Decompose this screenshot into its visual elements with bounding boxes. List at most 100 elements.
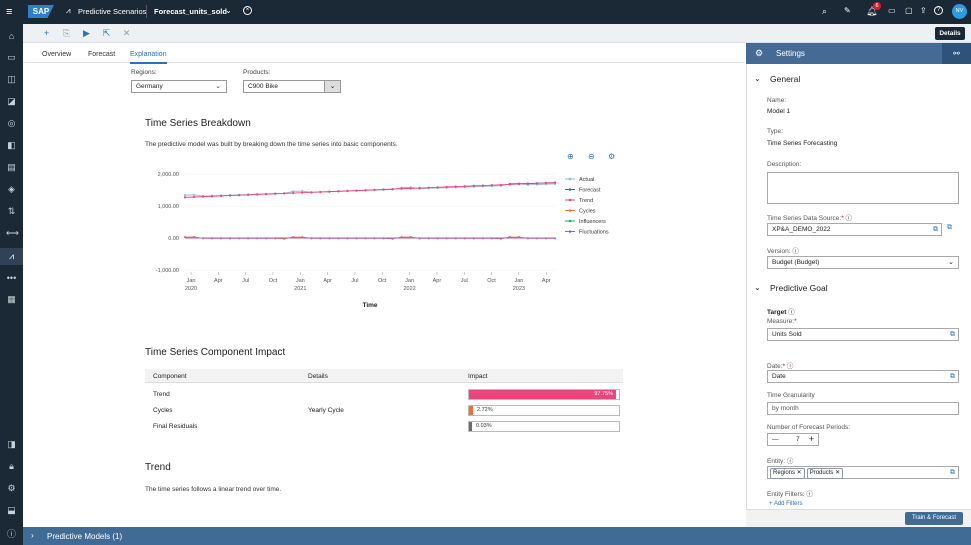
periods-stepper[interactable]: — 7 +	[767, 433, 819, 446]
document-title[interactable]: Forecast_units_sold	[154, 7, 227, 16]
transport-icon[interactable]: ◨	[7, 439, 16, 449]
date-field[interactable]: Date ⧉	[767, 370, 959, 383]
details-button[interactable]: Details	[935, 27, 965, 40]
zoom-in-icon[interactable]: ⊕	[567, 152, 574, 161]
legend-marker	[568, 209, 572, 212]
breakdown-title: Time Series Breakdown	[145, 118, 251, 129]
collapse-general-icon[interactable]: ⌄	[754, 74, 761, 83]
chevron-down-icon[interactable]: ⌄	[225, 6, 232, 15]
delete-icon[interactable]: ✕	[122, 28, 131, 38]
files-icon[interactable]: ▭	[7, 52, 16, 62]
sap-logo[interactable]: SAP	[28, 5, 54, 18]
impact-bar: 2.72%	[468, 405, 620, 416]
tab-forecast[interactable]: Forecast	[88, 51, 116, 58]
data-point	[508, 183, 511, 186]
entity-token-products[interactable]: Products ✕	[806, 468, 844, 479]
home-icon[interactable]: ⌂	[8, 31, 15, 41]
entity-filters-label-text: Entity Filters:	[767, 491, 805, 498]
select-icon[interactable]: ⧉	[950, 331, 955, 338]
regions-select[interactable]: Germany ⌄	[131, 80, 227, 93]
granularity-field: by month	[767, 402, 959, 415]
info-icon[interactable]: ⓘ	[806, 491, 813, 498]
security-icon[interactable]: 🔒︎	[9, 461, 14, 471]
connections-icon[interactable]: ⟷	[6, 228, 19, 238]
select-icon[interactable]: ⧉	[950, 373, 955, 380]
menu-icon[interactable]: ≡	[6, 6, 13, 18]
zoom-out-icon[interactable]: ⊖	[588, 152, 595, 161]
chart-settings-icon[interactable]: ⚙	[608, 152, 616, 161]
app-title[interactable]: Predictive Scenarios	[78, 7, 147, 16]
impact-value: 97.75%	[594, 391, 613, 397]
plus-icon[interactable]: +	[809, 434, 815, 444]
info-icon[interactable]: ⓘ	[786, 458, 794, 465]
feedback-icon[interactable]: ▢	[905, 6, 913, 15]
entity-field[interactable]: Regions ✕ Products ✕ ⧉	[767, 466, 959, 479]
tab-overview[interactable]: Overview	[42, 51, 72, 58]
legend-marker	[568, 188, 572, 191]
run-icon[interactable]: ▶	[83, 28, 90, 38]
products-select[interactable]: C900 Bike ⌄	[243, 80, 341, 93]
info-icon[interactable]: ⓘ	[6, 529, 16, 539]
legend-marker	[568, 219, 572, 223]
open-icon[interactable]: ⧉	[933, 226, 938, 233]
analytic-app-icon[interactable]: ◪	[7, 96, 16, 106]
info-icon[interactable]: ⓘ	[786, 363, 794, 370]
close-icon[interactable]: ×	[243, 6, 252, 15]
gear-icon: ⚙	[755, 48, 764, 58]
chevron-right-icon[interactable]: ›	[31, 531, 34, 540]
train-forecast-button[interactable]: Train & Forecast	[905, 512, 963, 525]
description-textarea[interactable]	[767, 172, 959, 204]
avatar[interactable]: NV	[952, 4, 967, 19]
export-icon[interactable]: ⇱	[102, 28, 111, 38]
datasource-field[interactable]: XP&A_DEMO_2022 ⧉	[767, 223, 942, 236]
deployment-icon[interactable]: ⬓	[7, 505, 16, 515]
multi-actions-icon[interactable]: •••	[6, 273, 17, 283]
measure-field[interactable]: Units Sold ⧉	[767, 328, 959, 341]
stories-icon[interactable]: ◫	[7, 74, 16, 84]
system-icon[interactable]: ⚙	[7, 483, 16, 493]
component-cell: Cycles	[153, 407, 173, 414]
save-icon[interactable]: ⎘	[62, 28, 71, 38]
info-icon[interactable]: ⓘ	[788, 309, 795, 316]
chat-icon[interactable]: ▭	[888, 6, 896, 15]
data-point	[183, 194, 187, 197]
tab-explanation[interactable]: Explanation	[130, 51, 167, 64]
regions-value: Germany	[136, 83, 163, 90]
search-icon[interactable]: ⌕	[822, 6, 828, 16]
add-icon[interactable]: +	[43, 28, 50, 38]
glasses-icon[interactable]: ⚯	[942, 43, 971, 64]
x-tick-label: Apr	[214, 278, 223, 284]
data-point	[301, 189, 304, 193]
info-icon[interactable]: ⓘ	[845, 215, 853, 222]
data-analyzer-icon[interactable]: ⇅	[7, 206, 16, 216]
datasets-icon[interactable]: ◈	[8, 184, 15, 194]
info-icon[interactable]: ⓘ	[792, 248, 799, 255]
calendar-icon[interactable]: ◧	[7, 140, 16, 150]
notifications-icon[interactable]: 🔔︎	[866, 6, 878, 16]
predictive-models-bar[interactable]: › Predictive Models (1)	[23, 527, 971, 545]
products-value: C900 Bike	[248, 83, 278, 90]
predictive-scenarios-icon[interactable]: ⩘	[8, 251, 15, 261]
digital-boardroom-icon[interactable]: ◎	[7, 118, 16, 128]
legend-label: Influencers	[579, 219, 606, 225]
help-icon[interactable]: ?	[934, 6, 943, 15]
periods-value: 7	[796, 436, 800, 443]
collapse-goal-icon[interactable]: ⌄	[754, 283, 761, 292]
modeler-icon[interactable]: ▤	[7, 162, 16, 172]
copy-icon[interactable]: ⧉	[947, 224, 952, 231]
legend-marker	[568, 230, 572, 233]
x-tick-label: Jan	[296, 278, 305, 284]
version-select[interactable]: Budget (Budget) ⌄	[767, 256, 959, 269]
minus-icon[interactable]: —	[772, 436, 779, 443]
catalog-icon[interactable]: ▦	[7, 294, 16, 304]
add-filters-link[interactable]: + Add Filters	[769, 501, 803, 507]
select-icon[interactable]: ⧉	[950, 469, 955, 476]
share-icon[interactable]: ⇪	[920, 6, 927, 15]
x-tick-label: Apr	[542, 278, 551, 284]
entity-token-regions[interactable]: Regions ✕	[770, 468, 805, 479]
lightbulb-icon[interactable]: ✎	[844, 6, 851, 15]
data-point	[292, 190, 295, 193]
y-tick-label: 0.00	[168, 236, 179, 242]
impact-value: 0.03%	[476, 423, 492, 429]
data-point	[445, 185, 448, 189]
